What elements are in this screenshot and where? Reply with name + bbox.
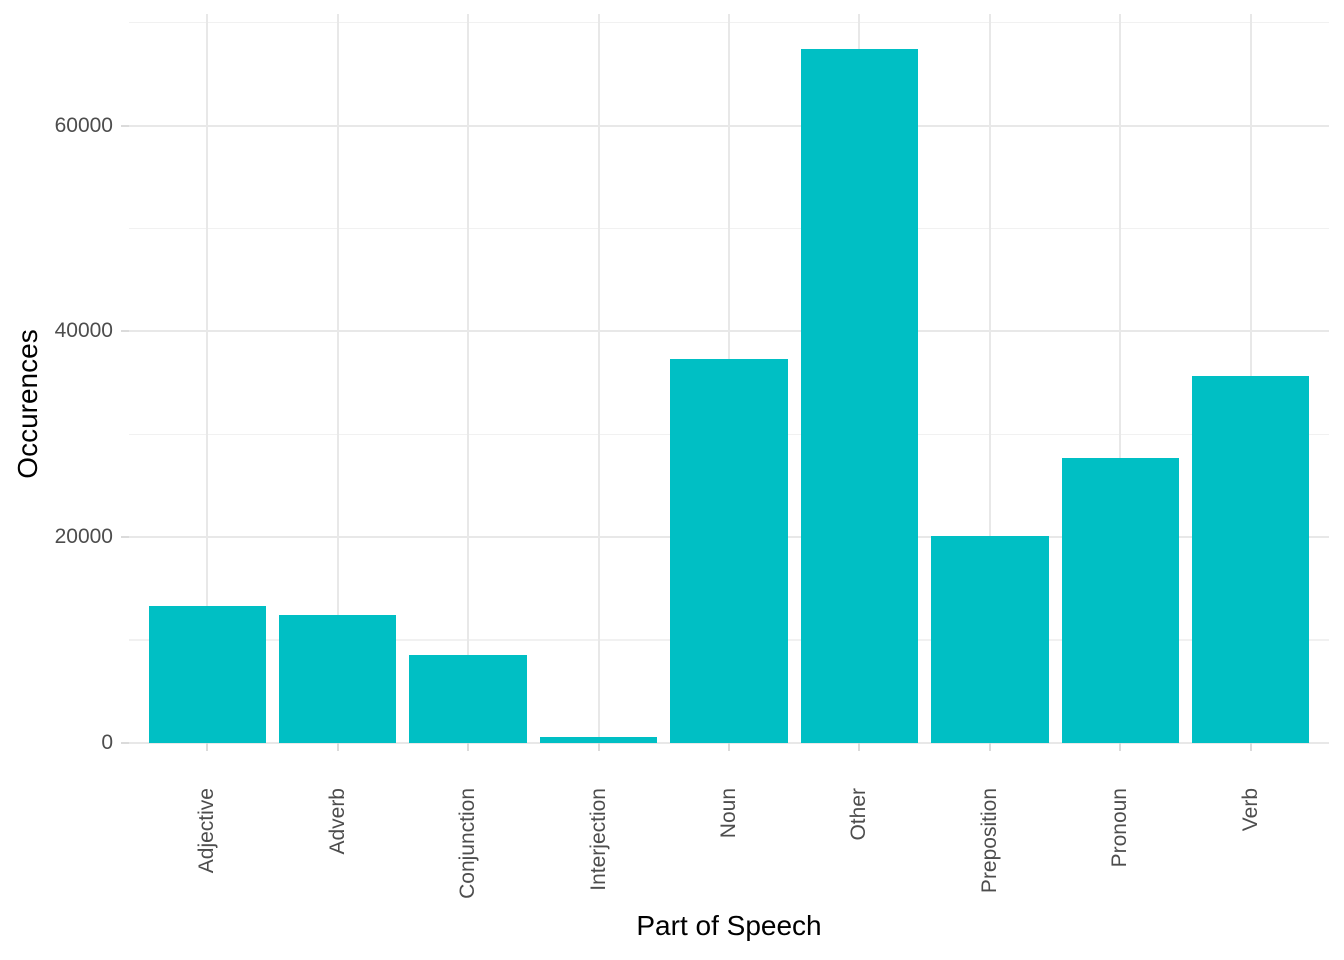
- bar-interjection: [539, 736, 658, 743]
- bar-preposition: [931, 536, 1049, 743]
- x-axis-tick: [728, 743, 730, 751]
- x-axis-tick-label: Adjective: [195, 788, 219, 874]
- y-axis-tick: [121, 536, 129, 539]
- y-axis-tick: [121, 330, 129, 333]
- bar-adverb: [279, 615, 397, 743]
- y-axis-tick-label: 40000: [54, 319, 113, 343]
- x-axis-tick: [1249, 743, 1252, 751]
- y-axis-tick-label: 0: [101, 731, 113, 754]
- x-axis-tick: [597, 743, 600, 751]
- x-axis-tick: [206, 743, 209, 751]
- x-axis-tick: [336, 743, 339, 751]
- x-axis-title: Part of Speech: [636, 910, 822, 941]
- bar-verb: [1192, 376, 1310, 743]
- x-axis-tick-label: Conjunction: [456, 788, 480, 899]
- bar-pronoun: [1061, 457, 1179, 743]
- x-axis-tick-label: Preposition: [977, 788, 1001, 894]
- x-axis-tick-label: Adverb: [325, 788, 349, 855]
- x-major-gridline: [206, 14, 209, 743]
- x-axis-tick: [1119, 743, 1122, 751]
- bar-conjunction: [409, 655, 527, 743]
- y-axis-title: Occurences: [12, 329, 43, 479]
- bar-adjective: [148, 606, 266, 743]
- x-axis-tick-label: Verb: [1238, 788, 1262, 832]
- x-major-gridline: [597, 14, 600, 743]
- x-axis-tick-label: Other: [847, 788, 871, 841]
- x-axis-tick-label: Noun: [717, 788, 740, 839]
- x-axis-tick: [467, 743, 470, 751]
- x-major-gridline: [1119, 14, 1122, 743]
- x-major-gridline: [467, 14, 470, 743]
- bar-other: [800, 49, 919, 743]
- y-axis-tick-label: 60000: [54, 113, 113, 137]
- plot-panel: [129, 14, 1329, 744]
- y-axis-tick: [121, 742, 129, 744]
- y-axis-tick: [121, 124, 129, 127]
- x-major-gridline: [336, 14, 339, 743]
- x-axis-tick-label: Pronoun: [1108, 788, 1132, 868]
- x-major-gridline: [988, 14, 991, 743]
- x-axis-tick: [988, 743, 991, 751]
- x-axis-tick-label: Interjection: [586, 788, 610, 891]
- y-axis-tick-label: 20000: [54, 525, 113, 549]
- x-axis-tick: [858, 743, 861, 751]
- bar-noun: [670, 359, 788, 743]
